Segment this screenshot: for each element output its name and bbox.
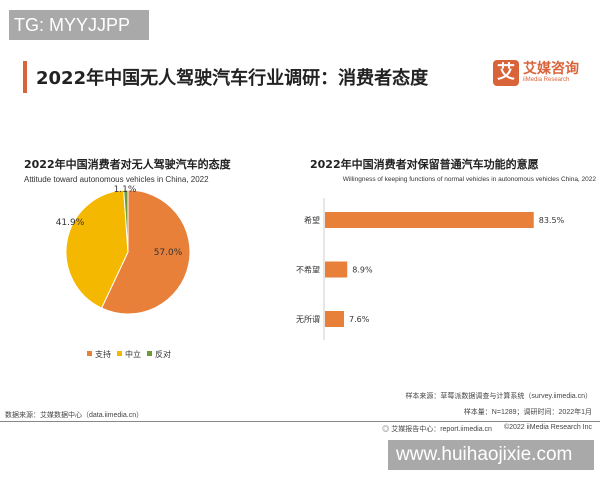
footer-line: ◎ 艾媒报告中心：report.iimedia.cn ©2022 iiMedia… (382, 424, 592, 434)
report-link[interactable]: 艾媒报告中心：report.iimedia.cn (391, 426, 492, 433)
data-source: 数据来源：艾媒数据中心（data.iimedia.cn） (5, 412, 144, 419)
charts-svg: 57.0% 41.9% 1.1% 支持 中立 反对 希望 83.5% 不希望 8.9% 无所谓 7.6… (56, 185, 565, 359)
pie-slice-中立 (65, 189, 129, 309)
pie-slice-支持 (100, 189, 191, 315)
bar-不希望 (325, 261, 348, 278)
bar-category-label: 不希望 (296, 265, 320, 275)
logo-cn: 艾媒咨询 (523, 61, 579, 77)
logo: 艾 艾媒咨询 iiMedia Research (493, 60, 579, 86)
pie-label: 57.0% (154, 248, 183, 258)
bar-value-label: 8.9% (352, 266, 373, 275)
bar-无所谓 (325, 311, 344, 327)
sample-size: 样本量：N=1289；调研时间：2022年1月 (463, 409, 592, 416)
legend-swatch-支持 (87, 351, 92, 356)
footer-divider (0, 421, 600, 422)
pie-slice-反对 (123, 189, 129, 253)
watermark-top: TG: MYYJJPP (9, 10, 149, 40)
bar-category-label: 希望 (304, 215, 320, 225)
bar-subtitle: Willingness of keeping functions of norm… (342, 176, 596, 183)
legend-label: 反对 (155, 349, 171, 359)
watermark-bottom: www.huihaojixie.com (388, 440, 594, 470)
logo-en: iiMedia Research (523, 77, 570, 83)
legend-swatch-反对 (147, 351, 152, 356)
legend-swatch-中立 (117, 351, 122, 356)
legend-label: 中立 (125, 349, 141, 359)
pie-title: 2022年中国消费者对无人驾驶汽车的态度 (24, 158, 231, 171)
logo-mark: 艾 (493, 60, 519, 86)
bar-category-label: 无所谓 (296, 314, 320, 324)
copyright: ©2022 iiMedia Research Inc (503, 424, 592, 431)
report-center[interactable]: ◎ 艾媒报告中心：report.iimedia.cn (382, 424, 492, 434)
page-title: 2022年中国无人驾驶汽车行业调研：消费者态度 (36, 68, 429, 89)
bar-value-label: 7.6% (349, 315, 370, 324)
bar-title: 2022年中国消费者对保留普通汽车功能的意愿 (310, 158, 539, 171)
legend-label: 支持 (95, 349, 111, 359)
title-accent-bar (23, 61, 27, 93)
pie-label: 1.1% (114, 185, 137, 195)
sample-source: 样本来源：草莓派数据调查与计算系统（survey.iimedia.cn） (405, 393, 592, 400)
bar-希望 (325, 212, 534, 228)
pie-label: 41.9% (56, 218, 85, 228)
report-icon: ◎ (382, 426, 392, 433)
bar-value-label: 83.5% (539, 216, 565, 225)
pie-subtitle: Attitude toward autonomous vehicles in C… (24, 175, 209, 184)
